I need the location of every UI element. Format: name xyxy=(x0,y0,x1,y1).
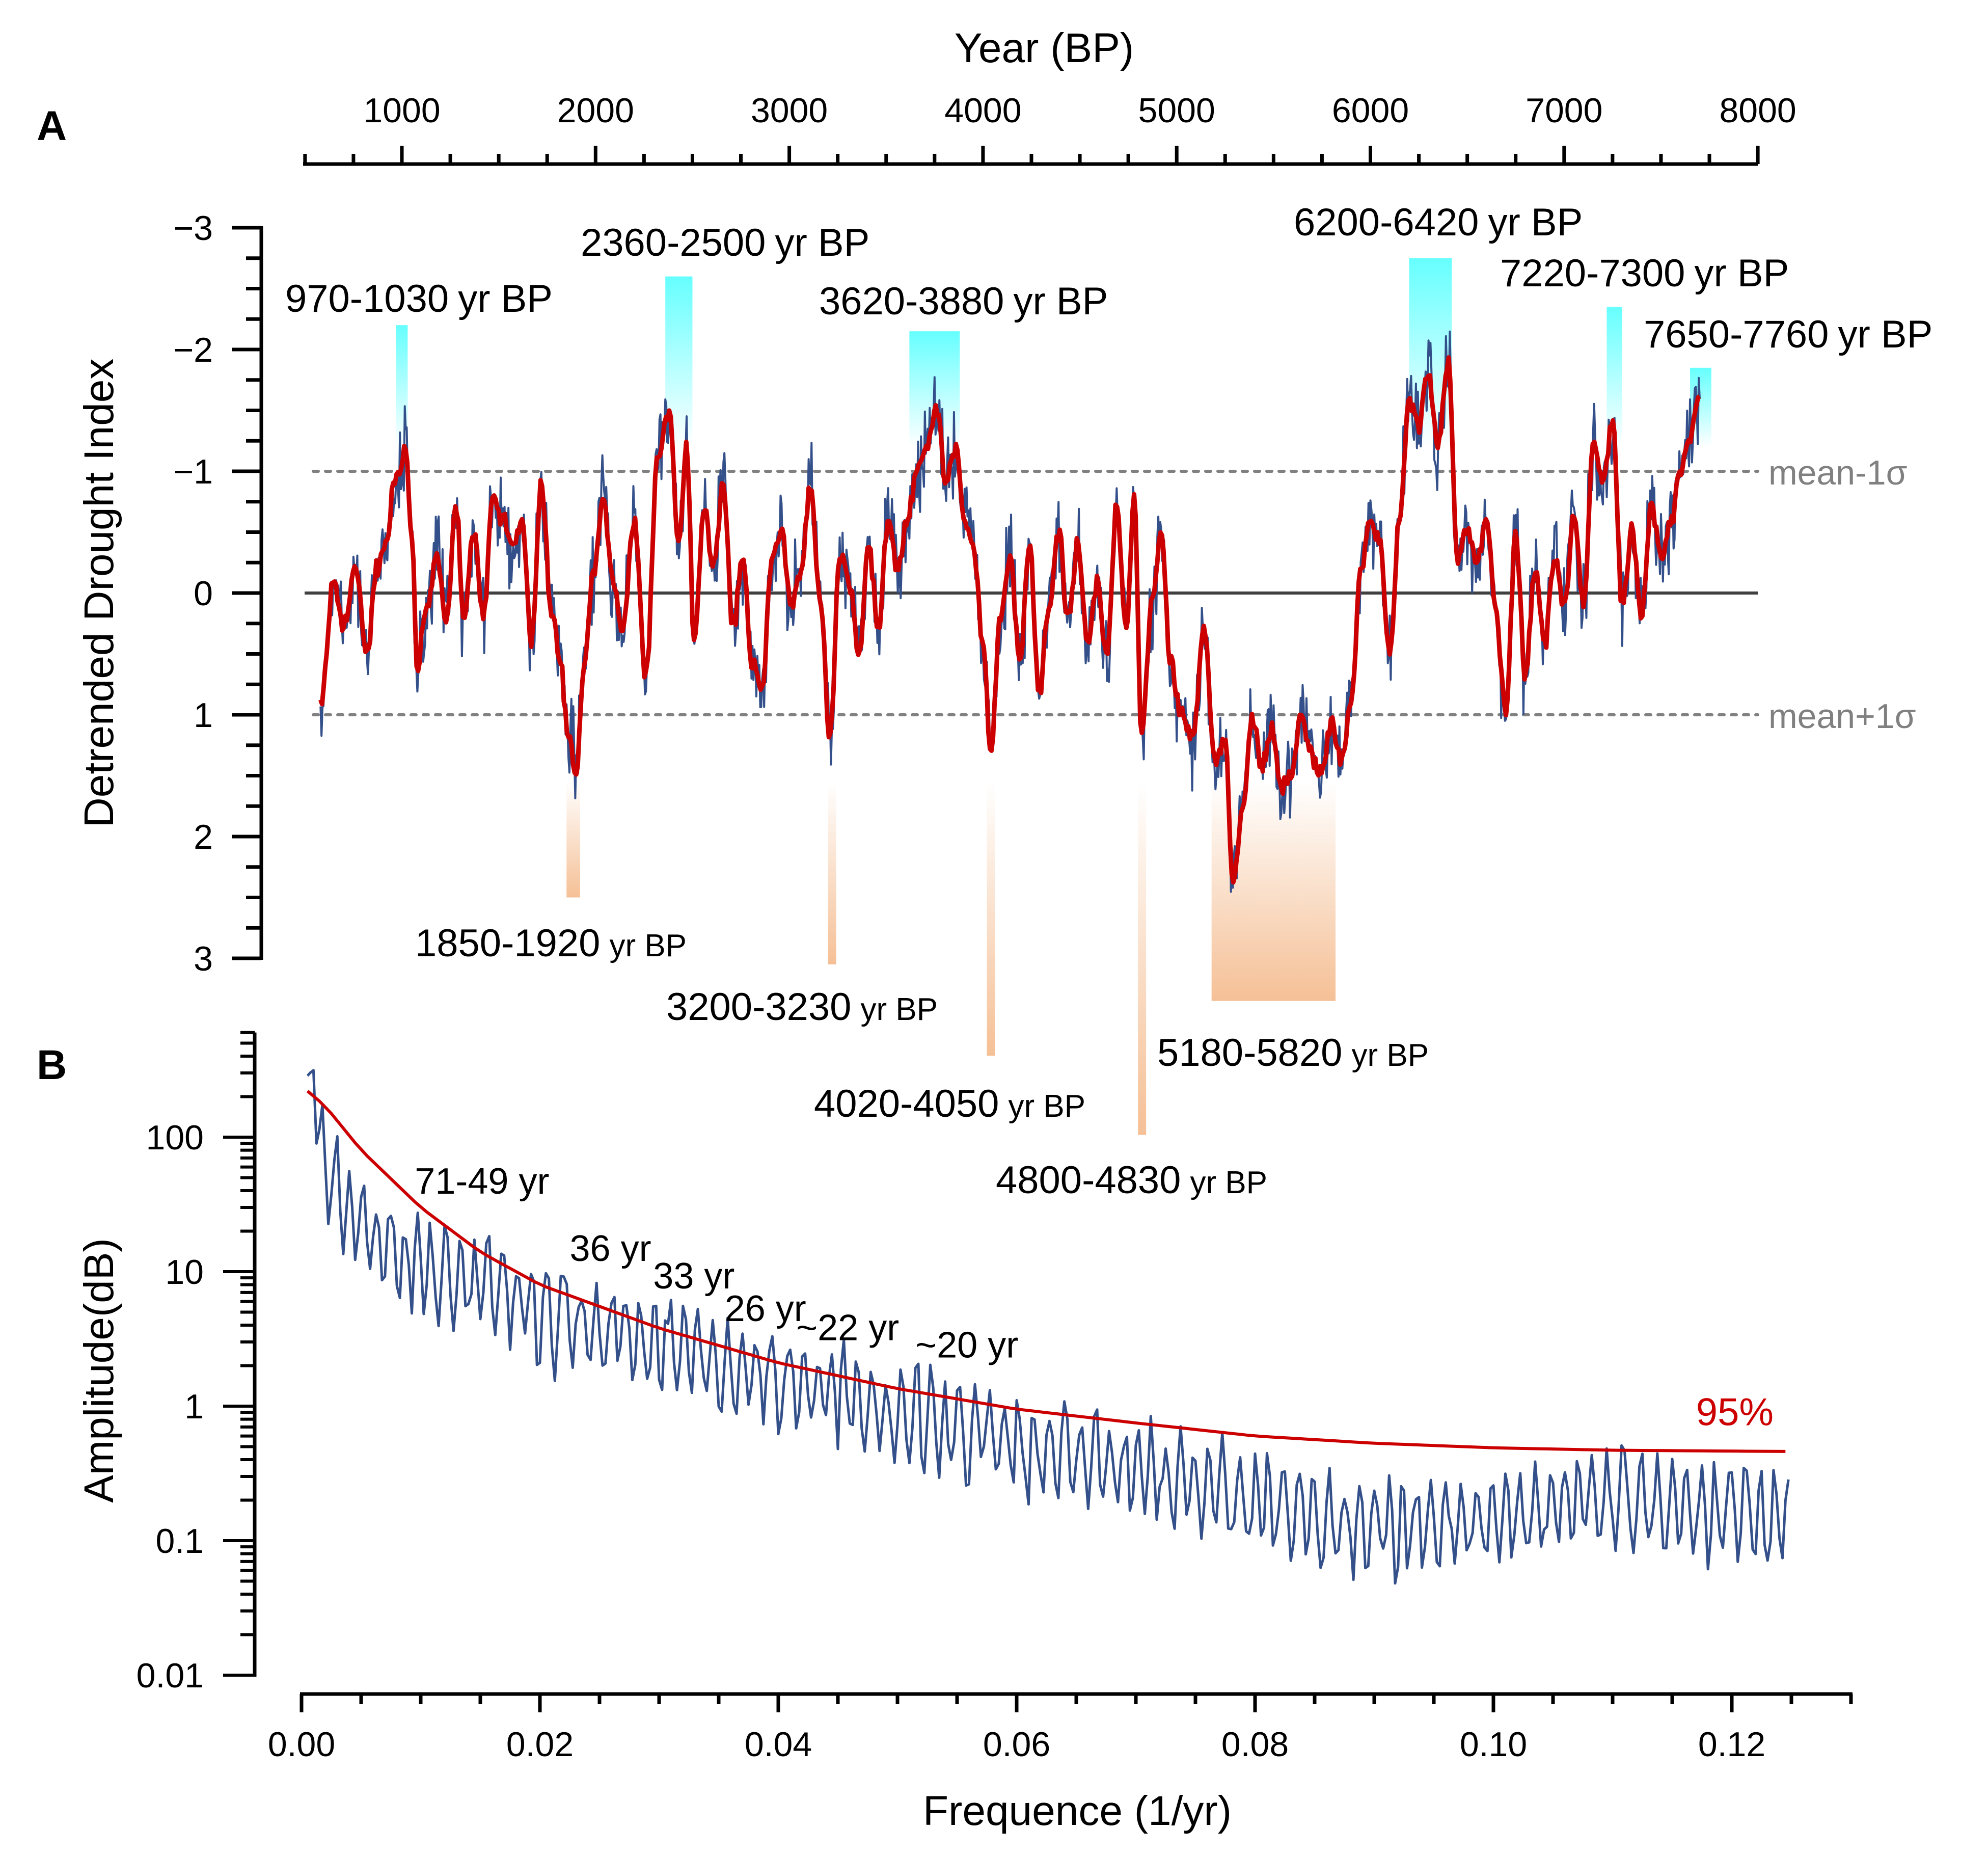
x-tick-label: 6000 xyxy=(1332,91,1409,130)
period-unit: yr BP xyxy=(1008,1089,1085,1124)
peak-period-label: 36 yr xyxy=(570,1228,651,1269)
period-range: 1850-1920 xyxy=(415,922,600,965)
period-range: 3620-3880 xyxy=(819,280,1004,323)
y-tick-label: 3 xyxy=(194,939,213,978)
period-unit: yr BP xyxy=(1488,201,1583,244)
x-tick-label: 7000 xyxy=(1526,91,1602,130)
period-range: 970-1030 xyxy=(285,277,449,320)
panel-a-series xyxy=(318,330,1701,893)
wet-period-band xyxy=(1138,782,1147,1135)
confidence-label: 95% xyxy=(1696,1391,1774,1434)
dry-period-label: 7650-7760 yr BP xyxy=(1644,313,1932,356)
smoothed-drought-index-line xyxy=(318,355,1701,885)
panel-b-y-axis-title: Amplitude(dB) xyxy=(76,1238,122,1503)
y-tick-label: 2 xyxy=(194,818,213,856)
sigma-label: mean+1σ xyxy=(1768,697,1916,736)
panel-a-x-axis-title: Year (BP) xyxy=(955,25,1134,71)
spectrum-line xyxy=(306,1069,1790,1585)
y-tick-label: 1 xyxy=(184,1387,204,1426)
wet-period-label: 4800-4830 yr BP xyxy=(996,1159,1267,1202)
period-unit: yr BP xyxy=(458,277,553,320)
y-tick-label: 0 xyxy=(194,574,213,613)
dry-period-label: 2360-2500 yr BP xyxy=(581,221,869,264)
wet-period-band xyxy=(987,782,995,1056)
period-unit: yr BP xyxy=(1351,1038,1429,1073)
dry-period-label: 970-1030 yr BP xyxy=(285,277,553,320)
period-range: 5180-5820 xyxy=(1157,1031,1342,1074)
wet-period-band xyxy=(1211,782,1336,1001)
y-tick-label: −2 xyxy=(173,331,213,369)
period-unit: yr BP xyxy=(1190,1165,1267,1200)
peak-period-label: 71-49 yr xyxy=(415,1161,549,1202)
x-tick-label: 0.12 xyxy=(1698,1725,1765,1764)
wet-period-label: 4020-4050 yr BP xyxy=(814,1082,1085,1125)
panel-b-y-axis: 0.01 0.1 1 10 100 xyxy=(137,1031,257,1695)
panel-a-label: A xyxy=(37,103,67,149)
period-unit: yr BP xyxy=(1694,252,1789,295)
panel-b-x-axis: 0.00 0.02 0.04 0.06 0.08 0.10 0.12 xyxy=(268,1692,1853,1764)
x-tick-label: 0.00 xyxy=(268,1725,335,1764)
period-range: 7220-7300 xyxy=(1500,252,1685,295)
x-tick-label: 0.02 xyxy=(506,1725,574,1764)
y-tick-label: −1 xyxy=(173,452,213,491)
y-tick-label: −3 xyxy=(173,209,213,248)
period-bands xyxy=(396,258,1711,1135)
x-tick-label: 2000 xyxy=(557,91,634,130)
period-range: 4800-4830 xyxy=(996,1159,1181,1202)
x-tick-label: 3000 xyxy=(751,91,828,130)
y-tick-label: 1 xyxy=(194,696,213,735)
wet-period-label: 5180-5820 yr BP xyxy=(1157,1031,1429,1074)
period-range: 2360-2500 xyxy=(581,221,766,264)
wet-period-label: 3200-3230 yr BP xyxy=(666,985,938,1029)
period-unit: yr BP xyxy=(860,992,938,1027)
x-tick-label: 5000 xyxy=(1138,91,1215,130)
x-tick-label: 4000 xyxy=(944,91,1021,130)
wet-period-band xyxy=(566,782,580,898)
peak-period-label: ~20 yr xyxy=(915,1325,1018,1366)
panel-b-series xyxy=(306,1069,1790,1585)
dry-period-label: 3620-3880 yr BP xyxy=(819,280,1108,323)
period-unit: yr BP xyxy=(1013,280,1108,323)
y-tick-label: 100 xyxy=(146,1118,204,1157)
panel-b-x-axis-title: Frequence (1/yr) xyxy=(923,1788,1232,1834)
sigma-label: mean-1σ xyxy=(1768,453,1908,492)
x-tick-label: 8000 xyxy=(1719,91,1796,130)
wet-period-band xyxy=(828,782,836,964)
period-range: 6200-6420 xyxy=(1294,201,1479,244)
y-tick-label: 0.1 xyxy=(155,1522,204,1561)
period-range: 4020-4050 xyxy=(814,1082,999,1125)
peak-period-label: ~22 yr xyxy=(796,1307,899,1348)
x-tick-label: 0.06 xyxy=(983,1725,1050,1764)
x-tick-label: 1000 xyxy=(363,91,440,130)
peak-period-label: 26 yr xyxy=(725,1288,806,1329)
peak-period-label: 33 yr xyxy=(653,1256,734,1297)
y-tick-label: 10 xyxy=(165,1253,204,1292)
period-range: 7650-7760 xyxy=(1644,313,1829,356)
x-tick-label: 0.10 xyxy=(1460,1725,1527,1764)
dry-period-label: 6200-6420 yr BP xyxy=(1294,201,1583,244)
panel-a: A Year (BP) 1000 2000 3000 4000 5000 6000 7000… xyxy=(37,25,1932,1202)
confidence-95-line xyxy=(306,1090,1786,1453)
x-tick-label: 0.08 xyxy=(1221,1725,1289,1764)
panel-a-top-x-axis: 1000 2000 3000 4000 5000 6000 7000 8000 xyxy=(303,91,1796,166)
period-unit: yr BP xyxy=(775,221,869,264)
panel-b-label: B xyxy=(37,1042,67,1088)
wet-period-label: 1850-1920 yr BP xyxy=(415,922,687,965)
panel-a-y-axis-title: Detrended Drought Index xyxy=(76,359,122,828)
period-range: 3200-3230 xyxy=(666,985,851,1029)
period-unit: yr BP xyxy=(609,928,687,963)
y-tick-label: 0.01 xyxy=(137,1656,204,1695)
period-unit: yr BP xyxy=(1838,313,1932,356)
dry-period-label: 7220-7300 yr BP xyxy=(1500,252,1789,295)
x-tick-label: 0.04 xyxy=(745,1725,812,1764)
panel-a-y-axis: −3 −2 −1 0 1 2 3 xyxy=(173,209,263,978)
